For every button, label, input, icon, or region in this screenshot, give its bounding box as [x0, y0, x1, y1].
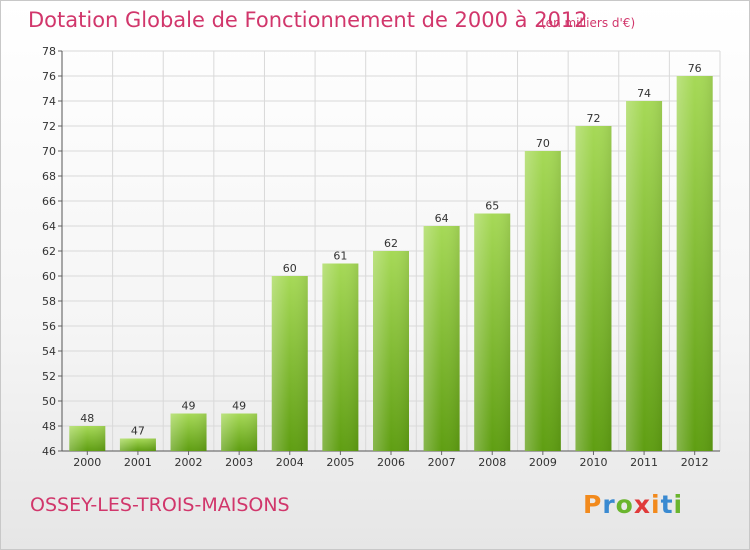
x-tick-label: 2005 — [326, 456, 354, 469]
bars — [69, 76, 713, 451]
y-tick-label: 48 — [42, 420, 56, 433]
y-tick-label: 78 — [42, 45, 56, 58]
bar-shine — [119, 438, 156, 451]
commune-name: OSSEY-LES-TROIS-MAISONS — [30, 494, 290, 516]
data-label: 72 — [586, 112, 600, 125]
data-label: 61 — [333, 250, 347, 263]
data-label: 49 — [182, 400, 196, 413]
data-label: 65 — [485, 200, 499, 213]
y-tick-label: 52 — [42, 370, 56, 383]
x-tick-label: 2004 — [276, 456, 304, 469]
bar-shine — [575, 126, 612, 451]
data-label: 64 — [435, 212, 449, 225]
bar-shine — [524, 151, 561, 451]
bar-shine — [676, 76, 713, 451]
data-label: 62 — [384, 237, 398, 250]
y-tick-label: 58 — [42, 295, 56, 308]
y-tick-label: 68 — [42, 170, 56, 183]
y-tick-label: 62 — [42, 245, 56, 258]
y-tick-label: 64 — [42, 220, 56, 233]
bar-shine — [373, 251, 409, 451]
y-tick-label: 50 — [42, 395, 56, 408]
chart-subtitle: (en milliers d'€) — [541, 16, 636, 30]
x-tick-label: 2011 — [630, 456, 658, 469]
x-tick-label: 2003 — [225, 456, 253, 469]
y-tick-label: 46 — [42, 445, 56, 458]
y-tick-label: 74 — [42, 95, 56, 108]
bar-shine — [170, 413, 207, 451]
y-tick-label: 60 — [42, 270, 56, 283]
y-tick-label: 56 — [42, 320, 56, 333]
x-tick-label: 2001 — [124, 456, 152, 469]
y-tick-label: 70 — [42, 145, 56, 158]
bar-shine — [423, 226, 460, 451]
data-label: 74 — [637, 87, 651, 100]
proxiti-logo: Proxiti — [583, 490, 684, 519]
data-label: 76 — [688, 62, 702, 75]
bar-shine — [271, 276, 308, 451]
x-tick-label: 2007 — [428, 456, 456, 469]
chart-title: Dotation Globale de Fonctionnement de 20… — [28, 8, 588, 32]
bar-shine — [626, 101, 663, 451]
data-label: 47 — [131, 425, 145, 438]
bar-shine — [69, 426, 106, 451]
data-label: 70 — [536, 137, 550, 150]
x-tick-label: 2009 — [529, 456, 557, 469]
y-tick-label: 72 — [42, 120, 56, 133]
bar-shine — [322, 263, 359, 451]
bar-shine — [474, 213, 511, 451]
x-tick-label: 2002 — [175, 456, 203, 469]
x-tick-label: 2006 — [377, 456, 405, 469]
y-tick-label: 66 — [42, 195, 56, 208]
y-tick-label: 54 — [42, 345, 56, 358]
data-label: 49 — [232, 400, 246, 413]
y-tick-label: 76 — [42, 70, 56, 83]
x-tick-label: 2008 — [478, 456, 506, 469]
data-label: 60 — [283, 262, 297, 275]
x-tick-label: 2012 — [681, 456, 709, 469]
x-tick-label: 2000 — [73, 456, 101, 469]
x-tick-label: 2010 — [579, 456, 607, 469]
data-label: 48 — [80, 412, 94, 425]
labels: 46 48 50 52 54 56 58 60 62 64 66 68 70 72 74 76 78 48 2000… — [42, 45, 709, 469]
bar-shine — [221, 413, 258, 451]
